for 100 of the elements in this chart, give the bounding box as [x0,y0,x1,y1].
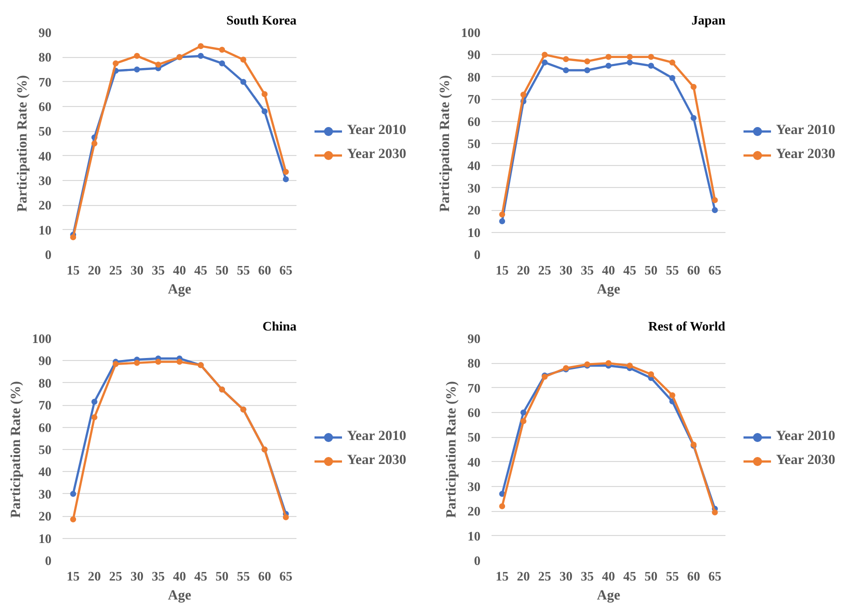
point [91,398,98,405]
x-tick-label: 30 [559,262,572,278]
point [648,62,654,69]
x-tick-label: 40 [173,262,186,278]
legend-label: Year 2030 [776,147,836,163]
x-tick-label: 35 [152,568,166,584]
y-tick-label: 0 [474,247,480,262]
point [669,75,676,82]
point [712,197,718,204]
point [112,60,119,66]
x-tick-label: 60 [258,568,272,584]
point [562,67,569,74]
point [219,60,226,66]
point [669,59,676,66]
x-tick-label: 65 [279,568,293,584]
y-tick-label: 10 [38,530,52,546]
y-tick-label: 40 [38,148,52,164]
point [134,52,140,59]
x-tick-label: 20 [88,568,101,584]
x-tick-label: 65 [708,262,722,278]
x-tick-label: 45 [623,262,637,278]
point [134,66,140,72]
y-tick-label: 30 [468,180,480,196]
point [91,140,98,146]
chart-title: Rest of World [648,318,726,334]
x-tick-label: 50 [216,262,229,278]
x-tick-label: 20 [516,568,530,584]
x-tick-label: 30 [559,568,572,584]
y-tick-label: 80 [38,50,52,65]
point [690,84,697,90]
y-tick-label: 30 [38,486,52,502]
y-tick-label: 60 [468,114,480,129]
y-tick-label: 20 [38,198,52,213]
x-tick-label: 50 [216,568,229,584]
x-tick-label: 65 [279,262,293,278]
y-tick-label: 30 [38,173,52,188]
y-tick-label: 70 [38,74,52,90]
point [542,59,548,66]
point [91,414,98,420]
x-tick-label: 40 [173,568,186,584]
point [155,62,162,68]
point [669,392,676,398]
x-tick-label: 20 [88,262,101,278]
point [648,54,654,60]
legend-label: Year 2030 [347,453,406,469]
x-tick-label: 25 [538,262,552,278]
x-tick-label: 60 [687,568,700,584]
point [499,218,506,224]
point [155,358,162,365]
x-tick-label: 25 [109,568,123,584]
legend-label: Year 2030 [347,147,406,163]
x-tick-label: 40 [602,568,615,584]
x-tick-label: 50 [644,568,658,584]
x-tick-label: 35 [580,262,594,278]
x-tick-label: 15 [496,568,510,584]
point [282,168,289,175]
x-tick-label: 45 [194,568,208,584]
y-tick-label: 50 [38,124,52,139]
x-tick-label: 15 [66,262,80,278]
x-tick-label: 40 [602,262,615,278]
x-axis-title: Age [596,588,620,604]
x-tick-label: 30 [130,568,144,584]
chart-title: China [262,318,297,334]
point [70,490,76,497]
x-tick-label: 30 [130,262,144,278]
point [176,358,182,365]
point [70,516,76,522]
point [562,56,569,62]
point [240,78,246,85]
point [262,91,268,98]
y-tick-label: 90 [468,47,480,62]
y-tick-label: 90 [38,25,52,40]
x-tick-label: 20 [516,262,530,278]
point [584,67,590,74]
y-tick-label: 40 [468,454,480,470]
y-tick-label: 80 [468,356,480,371]
x-tick-label: 45 [623,568,637,584]
y-tick-label: 100 [461,25,480,40]
point [134,360,140,366]
y-tick-label: 40 [468,158,480,174]
y-tick-label: 60 [38,420,52,435]
x-tick-label: 65 [708,568,722,584]
x-tick-label: 55 [666,568,680,584]
y-tick-label: 90 [468,331,480,346]
x-tick-label: 15 [66,568,80,584]
y-tick-label: 40 [38,464,52,480]
point [520,418,526,424]
x-tick-label: 55 [666,262,680,278]
y-tick-label: 10 [38,222,52,238]
y-tick-label: 10 [468,528,480,544]
point [626,54,633,60]
x-tick-label: 35 [152,262,166,278]
x-tick-label: 25 [538,568,552,584]
y-tick-label: 20 [38,508,52,524]
x-axis-title: Age [168,588,192,604]
x-tick-label: 60 [258,262,272,278]
point [499,503,506,510]
y-tick-label: 50 [468,136,480,151]
y-axis-title: Participation Rate (%) [16,74,30,212]
y-tick-label: 60 [468,405,480,420]
